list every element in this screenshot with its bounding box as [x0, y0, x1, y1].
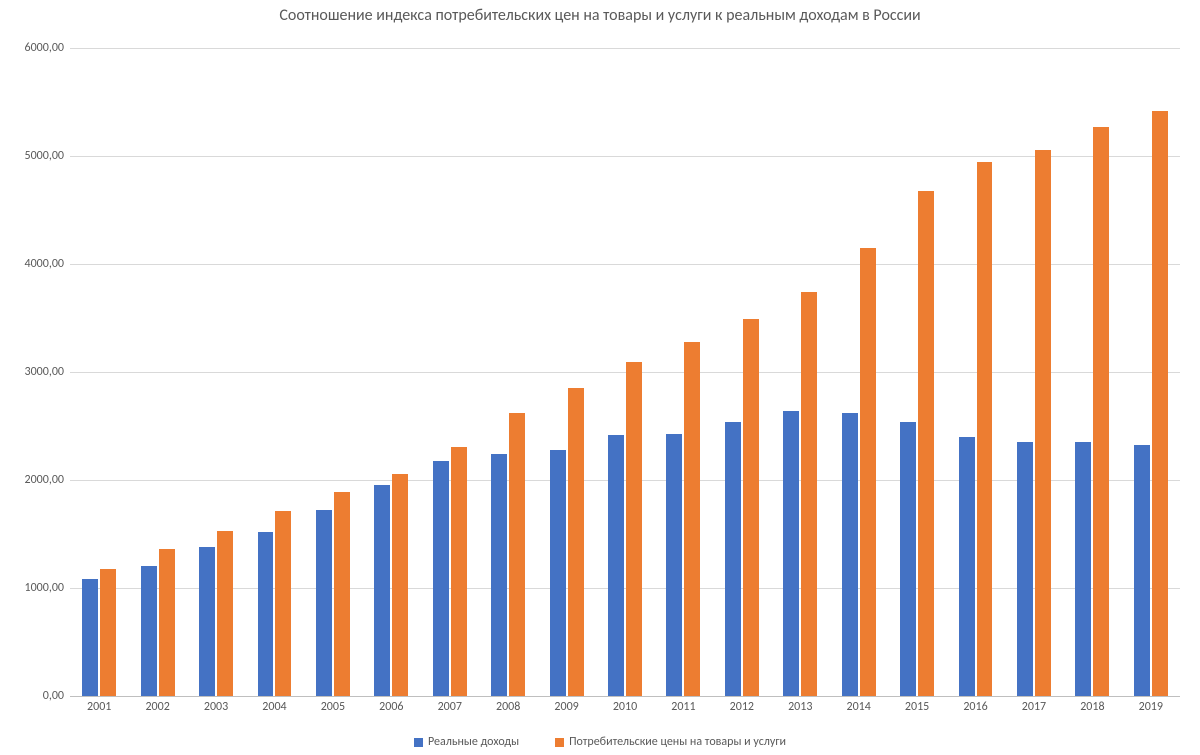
bar — [666, 434, 682, 696]
x-tick-label: 2009 — [554, 700, 578, 714]
bar — [783, 411, 799, 696]
bar — [509, 413, 525, 696]
bar — [1134, 445, 1150, 696]
legend-text: Потребительские цены на товары и услуги — [569, 735, 786, 749]
x-tick-label: 2010 — [613, 700, 637, 714]
bar — [1075, 442, 1091, 696]
gridline — [70, 372, 1180, 373]
bar — [1035, 150, 1051, 696]
y-tick-label: 1000,00 — [4, 581, 64, 595]
bar — [275, 511, 291, 696]
bar — [217, 531, 233, 696]
x-tick-label: 2005 — [321, 700, 345, 714]
y-tick-label: 0,00 — [4, 689, 64, 703]
x-tick-label: 2001 — [87, 700, 111, 714]
bar — [918, 191, 934, 696]
x-tick-label: 2014 — [847, 700, 871, 714]
bar — [626, 362, 642, 696]
bar — [900, 422, 916, 696]
x-tick-label: 2008 — [496, 700, 520, 714]
bar — [199, 547, 215, 696]
bar — [316, 510, 332, 696]
x-tick-label: 2003 — [204, 700, 228, 714]
legend-swatch — [414, 738, 423, 747]
bar — [451, 447, 467, 696]
bar — [725, 422, 741, 696]
bar — [801, 292, 817, 696]
bar — [100, 569, 116, 696]
y-tick-label: 6000,00 — [4, 41, 64, 55]
bar — [159, 549, 175, 696]
gridline — [70, 156, 1180, 157]
x-tick-label: 2012 — [730, 700, 754, 714]
x-tick-label: 2017 — [1022, 700, 1046, 714]
bar — [684, 342, 700, 696]
legend-item: Реальные доходы — [414, 735, 519, 749]
y-tick-label: 2000,00 — [4, 473, 64, 487]
x-tick-label: 2015 — [905, 700, 929, 714]
gridline — [70, 48, 1180, 49]
y-tick-label: 5000,00 — [4, 149, 64, 163]
x-tick-label: 2013 — [788, 700, 812, 714]
y-tick-label: 4000,00 — [4, 257, 64, 271]
bar — [1093, 127, 1109, 696]
x-tick-label: 2011 — [671, 700, 695, 714]
bar — [959, 437, 975, 696]
legend-item: Потребительские цены на товары и услуги — [555, 735, 786, 749]
legend: Реальные доходы Потребительские цены на т… — [0, 735, 1200, 749]
legend-text: Реальные доходы — [428, 735, 519, 749]
bar — [977, 162, 993, 696]
bar — [568, 388, 584, 696]
x-tick-label: 2002 — [145, 700, 169, 714]
bar — [608, 435, 624, 696]
legend-swatch — [555, 738, 564, 747]
bar — [334, 492, 350, 696]
x-tick-label: 2007 — [438, 700, 462, 714]
x-tick-label: 2004 — [262, 700, 286, 714]
bar — [550, 450, 566, 696]
bar — [82, 579, 98, 696]
bar — [743, 319, 759, 696]
bar — [842, 413, 858, 696]
x-tick-label: 2016 — [963, 700, 987, 714]
bar — [258, 532, 274, 696]
bar — [392, 474, 408, 696]
x-tick-label: 2006 — [379, 700, 403, 714]
bar — [141, 566, 157, 696]
bar — [1152, 111, 1168, 696]
bar — [1017, 442, 1033, 696]
x-tick-label: 2019 — [1139, 700, 1163, 714]
x-tick-label: 2018 — [1080, 700, 1104, 714]
gridline — [70, 264, 1180, 265]
plot-area — [70, 48, 1180, 696]
bar — [860, 248, 876, 696]
bar — [433, 461, 449, 696]
chart-title: Соотношение индекса потребительских цен … — [0, 6, 1200, 25]
gridline — [70, 480, 1180, 481]
bar — [491, 454, 507, 696]
gridline — [70, 588, 1180, 589]
bar — [374, 485, 390, 696]
gridline — [70, 696, 1180, 697]
y-tick-label: 3000,00 — [4, 365, 64, 379]
